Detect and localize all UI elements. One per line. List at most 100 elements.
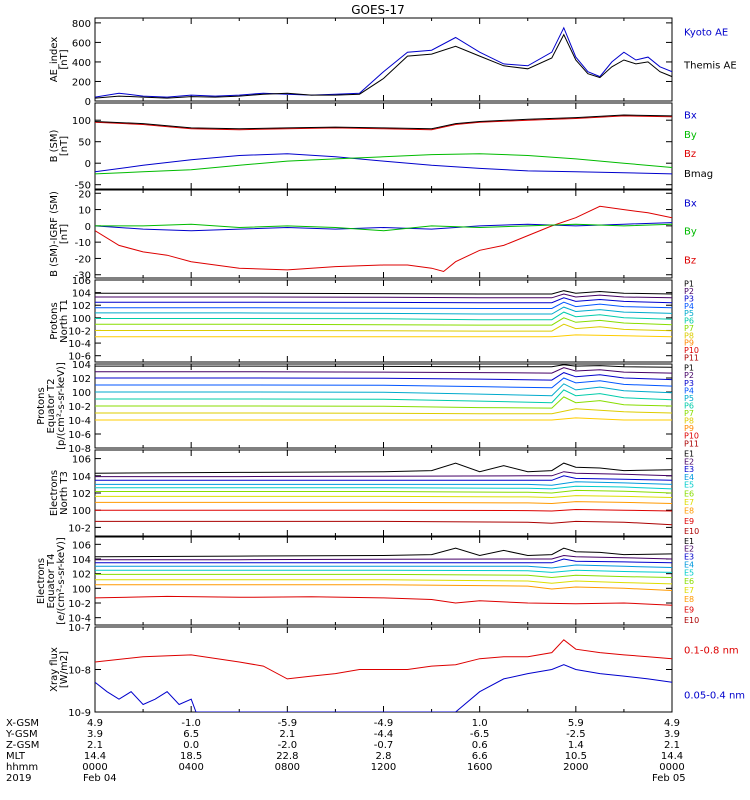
series-label: E8: [684, 506, 694, 515]
series-line-p9: [95, 334, 672, 338]
series-line-e3: [95, 475, 672, 481]
series-label: P8: [684, 417, 694, 426]
y-axis-label: [e/(cm²-s-sr-keV)]: [56, 537, 67, 625]
panel-frame: [94, 102, 673, 190]
series-label: E3: [684, 553, 694, 562]
ephemeris-footer: X-GSMY-GSMZ-GSMMLThhmm20194.93.92.114.40…: [5, 718, 686, 784]
y-tick-label: 10-8: [68, 444, 91, 455]
y-axis-label: [p/(cm²-s-sr-keV)]: [56, 362, 67, 450]
y-tick-label: 104: [72, 472, 91, 483]
footer-cell: 14.4: [84, 751, 106, 762]
footer-cell: 1600: [467, 762, 492, 773]
series-label: Bx: [684, 198, 697, 209]
footer-row-label: hhmm: [6, 762, 38, 773]
series-line-p6: [95, 311, 672, 321]
series-line-p5: [95, 306, 672, 315]
panel-frame: [94, 449, 673, 537]
series-label: E1: [684, 537, 694, 546]
series-label: 0.05-0.4 nm: [684, 690, 745, 701]
footer-cell: 2.8: [376, 751, 392, 762]
y-tick-label: 100: [72, 388, 91, 399]
series-line-e5: [95, 485, 672, 490]
y-tick-label: 10-2: [68, 599, 91, 610]
series-label: P2: [684, 371, 694, 380]
footer-row-label: Y-GSM: [5, 729, 38, 740]
series-label: Themis AE: [683, 61, 737, 72]
series-line-p1: [95, 290, 672, 295]
series-line-p7: [95, 396, 672, 409]
series-line-p9: [95, 417, 672, 421]
series-line-e1: [95, 547, 672, 558]
series-line-e9: [95, 595, 672, 606]
y-tick-label: 10-4: [68, 416, 91, 427]
footer-cell: 6.6: [472, 751, 488, 762]
footer-cell: 5.9: [568, 718, 584, 729]
y-tick-label: 104: [72, 360, 91, 371]
footer-cell: 0400: [178, 762, 203, 773]
series-label: P9: [684, 339, 694, 348]
footer-cell: 14.4: [661, 751, 683, 762]
panel-1: 0 200 400 600 800 AE_index [nT] Kyoto AE Themis …: [49, 17, 737, 108]
panel-7: 10-4 10-2 100 102 104 106 Electrons Equator T4[…: [36, 536, 699, 626]
footer-cell: -2.0: [278, 740, 298, 751]
y-tick-label: 100: [72, 506, 91, 517]
series-label: E9: [684, 517, 694, 526]
series-label: Bx: [684, 110, 697, 121]
series-label: P3: [684, 294, 694, 303]
y-tick-label: 50: [78, 138, 91, 149]
series-line-bz: [95, 115, 672, 131]
series-line-kyoto-ae: [95, 26, 672, 98]
y-axis-label: B (SM): [49, 129, 60, 162]
footer-cell: -1.0: [181, 718, 201, 729]
footer-cell: 6.5: [183, 729, 199, 740]
series-label: Bz: [684, 256, 696, 267]
y-tick-label: 102: [72, 301, 91, 312]
footer-cell: 0800: [275, 762, 300, 773]
series-line-e10: [95, 520, 672, 526]
series-line-e5: [95, 569, 672, 573]
y-tick-label: 10-8: [68, 666, 91, 677]
y-axis-label: AE_index: [49, 37, 60, 83]
series-label: P1: [684, 280, 694, 289]
series-label: E2: [684, 545, 694, 554]
series-label: P1: [684, 364, 694, 373]
series-label: E6: [684, 577, 694, 586]
footer-cell: 2000: [563, 762, 588, 773]
series-line-e4: [95, 481, 672, 486]
series-line-p7: [95, 317, 672, 326]
y-tick-label: 0: [85, 97, 91, 108]
y-tick-label: 400: [72, 58, 91, 69]
footer-row-label: MLT: [6, 751, 26, 762]
footer-cell: Feb 04: [83, 773, 117, 784]
series-line-e2: [95, 554, 672, 561]
series-label: P6: [684, 401, 694, 410]
y-tick-label: 600: [72, 38, 91, 49]
series-label: P6: [684, 317, 694, 326]
series-label: E2: [684, 457, 694, 466]
y-axis-label: [nT]: [59, 49, 70, 69]
footer-cell: 0.6: [472, 740, 488, 751]
series-line-0-05-0-4-nm: [95, 664, 672, 712]
series-line-e6: [95, 489, 672, 494]
series-label: E7: [684, 586, 694, 595]
y-axis-label: North T3: [59, 471, 70, 515]
y-tick-label: 10: [78, 206, 91, 217]
footer-cell: 22.8: [276, 751, 298, 762]
panel-2: -50 0 50 100 B (SM) [nT] Bx By Bz Bmag: [49, 102, 713, 192]
series-label: P9: [684, 424, 694, 433]
y-tick-label: 106: [72, 540, 91, 551]
series-line-p2: [95, 367, 672, 374]
y-axis-label: Electrons: [49, 470, 60, 516]
y-tick-label: -10: [75, 238, 91, 249]
series-label: E4: [684, 561, 694, 570]
series-label: P10: [684, 432, 699, 441]
y-tick-label: 10-6: [68, 430, 91, 441]
y-axis-label: Equator T4: [46, 554, 57, 609]
series-label: P11: [684, 353, 699, 362]
y-tick-label: 106: [72, 455, 91, 466]
series-line-p5: [95, 383, 672, 397]
y-tick-label: 10-6: [68, 352, 91, 363]
